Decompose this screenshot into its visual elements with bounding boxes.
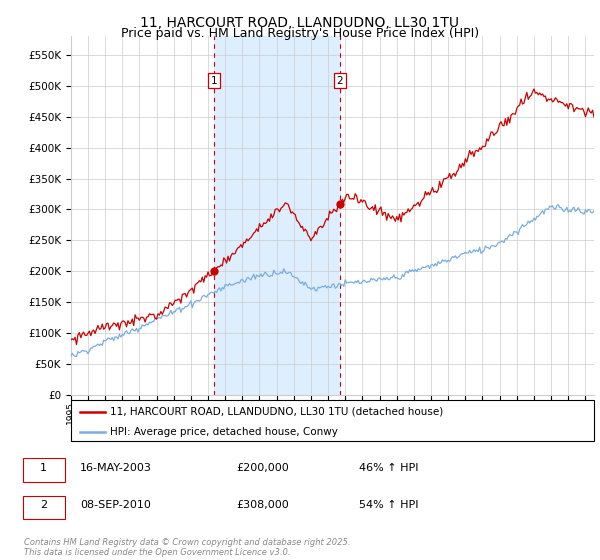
Text: 2: 2 [337,76,343,86]
Text: Price paid vs. HM Land Registry's House Price Index (HPI): Price paid vs. HM Land Registry's House … [121,27,479,40]
Text: HPI: Average price, detached house, Conwy: HPI: Average price, detached house, Conw… [110,427,338,437]
Bar [214,36,340,395]
FancyBboxPatch shape [23,496,65,520]
Text: 11, HARCOURT ROAD, LLANDUDNO, LL30 1TU (detached house): 11, HARCOURT ROAD, LLANDUDNO, LL30 1TU (… [110,407,443,417]
FancyBboxPatch shape [23,458,65,482]
Text: 54% ↑ HPI: 54% ↑ HPI [359,501,418,510]
Text: 1: 1 [40,463,47,473]
Text: 46% ↑ HPI: 46% ↑ HPI [359,463,418,473]
Text: £200,000: £200,000 [236,463,289,473]
Text: 1: 1 [211,76,218,86]
Text: Contains HM Land Registry data © Crown copyright and database right 2025.
This d: Contains HM Land Registry data © Crown c… [24,538,350,557]
Text: 2: 2 [40,501,47,510]
Text: 11, HARCOURT ROAD, LLANDUDNO, LL30 1TU: 11, HARCOURT ROAD, LLANDUDNO, LL30 1TU [140,16,460,30]
Text: 16-MAY-2003: 16-MAY-2003 [80,463,152,473]
Text: 08-SEP-2010: 08-SEP-2010 [80,501,151,510]
Text: £308,000: £308,000 [236,501,289,510]
